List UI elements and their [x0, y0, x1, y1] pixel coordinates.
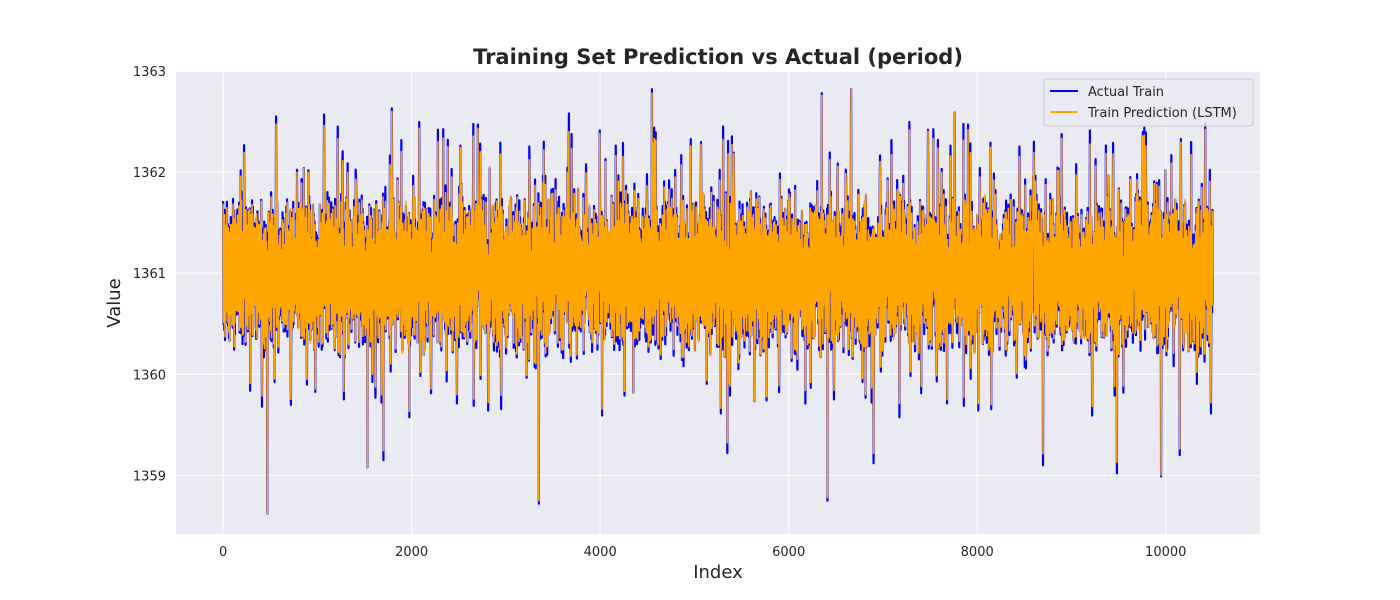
x-tick-label: 0 — [219, 545, 227, 560]
legend: Actual Train Train Prediction (LSTM) — [1043, 78, 1254, 127]
legend-label-actual: Actual Train — [1088, 85, 1164, 100]
y-tick-label: 1362 — [133, 166, 166, 181]
y-tick-label: 1361 — [133, 267, 166, 282]
y-tick-label: 1363 — [133, 65, 166, 80]
x-axis-label: Index — [693, 562, 743, 583]
x-tick-label: 6000 — [772, 545, 805, 560]
x-tick-label: 2000 — [395, 545, 428, 560]
y-tick-label: 1359 — [133, 469, 166, 484]
x-axis-ticks: 0 2000 4000 6000 8000 10000 — [219, 545, 1186, 560]
x-tick-label: 8000 — [961, 545, 994, 560]
y-tick-label: 1360 — [133, 368, 166, 383]
y-axis-ticks: 1359 1360 1361 1362 1363 — [133, 65, 166, 484]
legend-label-prediction: Train Prediction (LSTM) — [1087, 106, 1237, 121]
chart-title: Training Set Prediction vs Actual (perio… — [473, 45, 963, 69]
series-layer — [222, 88, 1214, 515]
x-tick-label: 10000 — [1145, 545, 1186, 560]
legend-box — [1043, 78, 1254, 127]
series-train-prediction-line — [222, 88, 1214, 515]
y-axis-label: Value — [104, 278, 125, 327]
x-tick-label: 4000 — [584, 545, 617, 560]
